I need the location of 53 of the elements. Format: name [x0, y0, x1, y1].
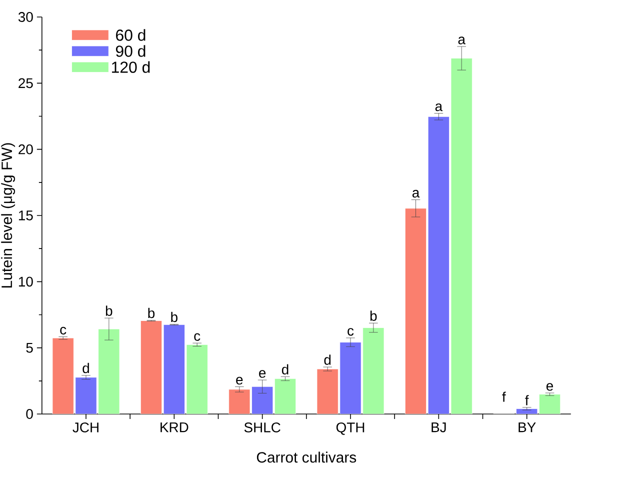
y-axis-title: Lutein level (μg/g FW): [1, 143, 16, 288]
bar: [362, 328, 384, 414]
data-label: c: [60, 326, 66, 335]
x-tick-label: QTH: [336, 422, 364, 435]
data-label: c: [348, 328, 354, 336]
data-label: a: [412, 190, 420, 198]
y-tick-label: 30: [18, 12, 33, 22]
data-label: d: [282, 364, 288, 374]
data-label: d: [324, 354, 331, 365]
data-label: b: [106, 306, 112, 316]
bar: [274, 378, 296, 414]
x-tick-label: SHLC: [244, 422, 280, 432]
data-label: d: [82, 362, 89, 374]
bar: [252, 386, 274, 414]
y-tick-label: 10: [18, 276, 33, 287]
bar: [428, 116, 450, 414]
data-label: a: [458, 36, 466, 44]
y-tick-label: 20: [18, 144, 33, 154]
bar: [140, 320, 162, 414]
data-label: b: [370, 310, 377, 321]
y-tick-label: 5: [26, 342, 33, 353]
bar: [340, 342, 362, 414]
legend-label: 60 d: [116, 29, 146, 41]
bar: [516, 408, 538, 414]
annotation: f: [502, 392, 506, 402]
x-axis-title: Carrot cultivars: [256, 452, 356, 463]
bar: [98, 328, 120, 414]
y-tick-label: 25: [18, 78, 33, 88]
x-tick-label: BY: [518, 422, 536, 432]
data-label: b: [171, 312, 178, 322]
data-label: e: [546, 383, 554, 391]
legend-label: 120 d: [112, 61, 150, 73]
bar: [404, 208, 427, 414]
bar: [538, 394, 561, 414]
y-tick-label: 15: [18, 210, 33, 220]
bar: [75, 377, 97, 414]
bar: [186, 344, 208, 414]
data-label: b: [148, 308, 155, 318]
bar: [163, 324, 185, 414]
bar: [52, 338, 74, 414]
bar: [450, 58, 472, 414]
data-label: c: [194, 333, 200, 341]
x-tick-label: BJ: [432, 422, 446, 432]
bar: [228, 389, 250, 414]
data-label: f: [525, 395, 529, 406]
y-tick-label: 0: [26, 409, 33, 419]
data-label: e: [259, 370, 266, 378]
bar: [316, 368, 338, 414]
x-tick-label: KRD: [160, 422, 188, 432]
data-label: e: [236, 376, 243, 385]
data-label: a: [435, 103, 443, 112]
x-tick-label: JCH: [72, 422, 98, 432]
legend-label: 90 d: [116, 45, 146, 57]
